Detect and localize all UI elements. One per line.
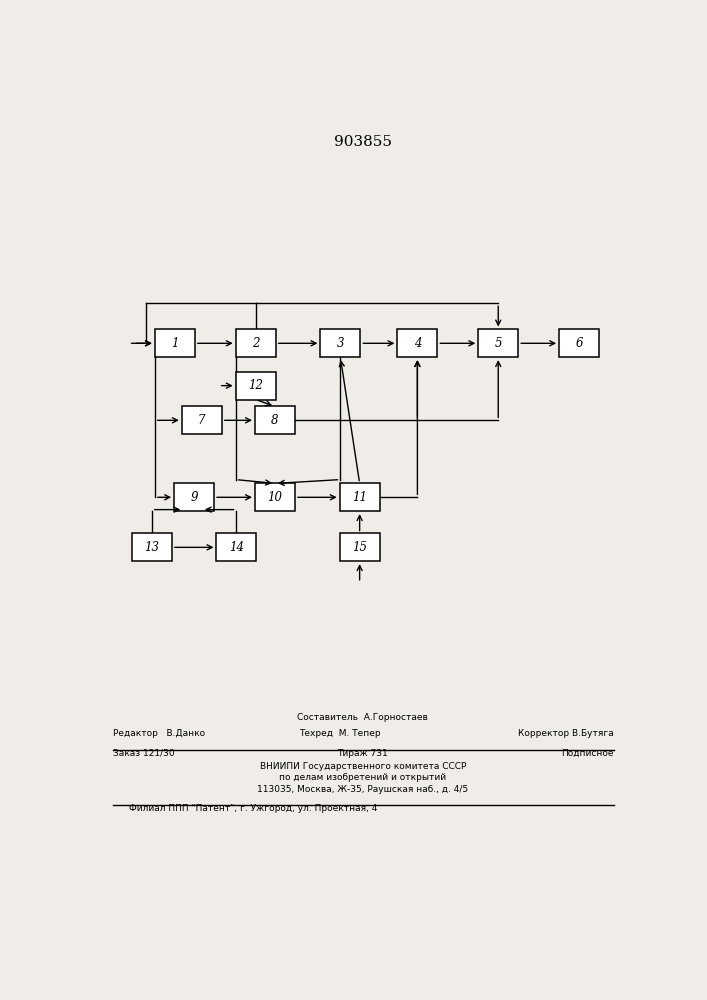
Text: 5: 5 — [494, 337, 502, 350]
Text: Редактор   В.Данко: Редактор В.Данко — [113, 729, 205, 738]
Text: 6: 6 — [575, 337, 583, 350]
Text: Подписное: Подписное — [561, 749, 614, 758]
Bar — [255, 483, 295, 511]
Text: 11: 11 — [352, 491, 367, 504]
Text: 1: 1 — [171, 337, 179, 350]
Text: Тираж 731: Тираж 731 — [337, 749, 388, 758]
Bar — [174, 483, 214, 511]
Bar — [397, 329, 438, 357]
Text: 4: 4 — [414, 337, 421, 350]
Text: 12: 12 — [248, 379, 263, 392]
Bar — [320, 329, 361, 357]
Text: 7: 7 — [198, 414, 206, 427]
Text: Техред  М. Тепер: Техред М. Тепер — [299, 729, 380, 738]
Bar — [132, 533, 172, 561]
Text: 15: 15 — [352, 541, 367, 554]
Text: 3: 3 — [337, 337, 344, 350]
Text: 2: 2 — [252, 337, 259, 350]
Bar — [339, 483, 380, 511]
Text: 10: 10 — [267, 491, 282, 504]
Text: по делам изобретений и открытий: по делам изобретений и открытий — [279, 773, 446, 782]
Bar — [182, 406, 222, 434]
Bar — [255, 406, 295, 434]
Text: 903855: 903855 — [334, 135, 392, 149]
Bar — [478, 329, 518, 357]
Bar — [235, 372, 276, 400]
Bar — [559, 329, 599, 357]
Bar — [339, 533, 380, 561]
Text: 13: 13 — [144, 541, 159, 554]
Bar — [155, 329, 195, 357]
Text: 14: 14 — [229, 541, 244, 554]
Text: 113035, Москва, Ж-35, Раушская наб., д. 4/5: 113035, Москва, Ж-35, Раушская наб., д. … — [257, 785, 468, 794]
Text: Заказ 121/30: Заказ 121/30 — [113, 749, 175, 758]
Text: ВНИИПИ Государственного комитета СССР: ВНИИПИ Государственного комитета СССР — [259, 762, 466, 771]
Bar — [235, 329, 276, 357]
Text: 9: 9 — [190, 491, 198, 504]
Bar — [216, 533, 257, 561]
Text: Составитель  А.Горностаев: Составитель А.Горностаев — [297, 713, 428, 722]
Text: Корректор В.Бутяга: Корректор В.Бутяга — [518, 729, 614, 738]
Text: Филиал ППП "Патент", г. Ужгород, ул. Проектная, 4: Филиал ППП "Патент", г. Ужгород, ул. Про… — [129, 804, 377, 813]
Text: 8: 8 — [271, 414, 279, 427]
